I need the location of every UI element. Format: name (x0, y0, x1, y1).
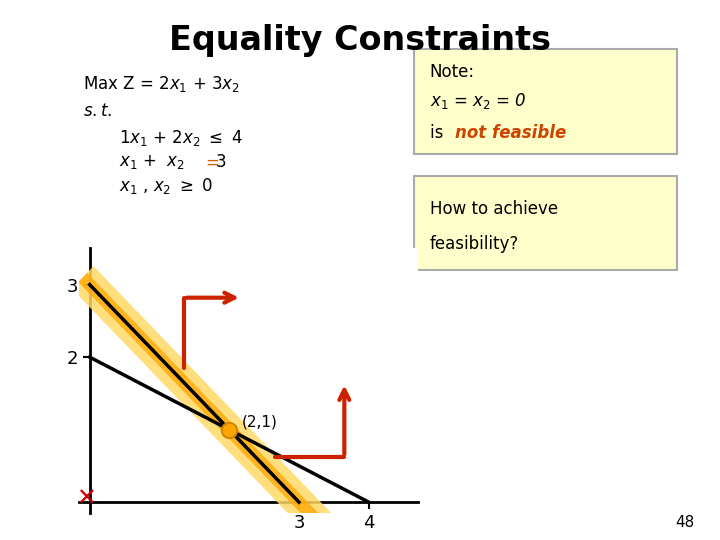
Text: feasibility?: feasibility? (430, 234, 519, 253)
Text: $x_1$ +  $x_2$: $x_1$ + $x_2$ (119, 153, 186, 171)
Text: $x_1$ = $x_2$ = 0: $x_1$ = $x_2$ = 0 (430, 91, 526, 111)
Text: is: is (430, 124, 449, 142)
Text: Max Z = 2$x_1$ + 3$x_2$: Max Z = 2$x_1$ + 3$x_2$ (83, 73, 240, 94)
Text: ✕: ✕ (76, 487, 96, 510)
Text: $x_1$ , $x_2$ $\geq$ 0: $x_1$ , $x_2$ $\geq$ 0 (119, 176, 213, 197)
FancyBboxPatch shape (414, 49, 677, 154)
Text: How to achieve: How to achieve (430, 200, 558, 218)
Polygon shape (72, 266, 387, 540)
Text: not feasible: not feasible (455, 124, 566, 142)
Text: $=$: $=$ (202, 153, 219, 171)
Polygon shape (78, 273, 380, 540)
Text: 1$x_1$ + 2$x_2$ $\leq$ 4: 1$x_1$ + 2$x_2$ $\leq$ 4 (119, 127, 243, 148)
Text: (2,1): (2,1) (242, 414, 278, 429)
Text: 3: 3 (216, 153, 227, 171)
FancyBboxPatch shape (414, 176, 677, 270)
Text: Equality Constraints: Equality Constraints (169, 24, 551, 57)
Text: 48: 48 (675, 515, 695, 530)
Text: $s.t.$: $s.t.$ (83, 102, 112, 120)
Text: Note:: Note: (430, 63, 475, 81)
